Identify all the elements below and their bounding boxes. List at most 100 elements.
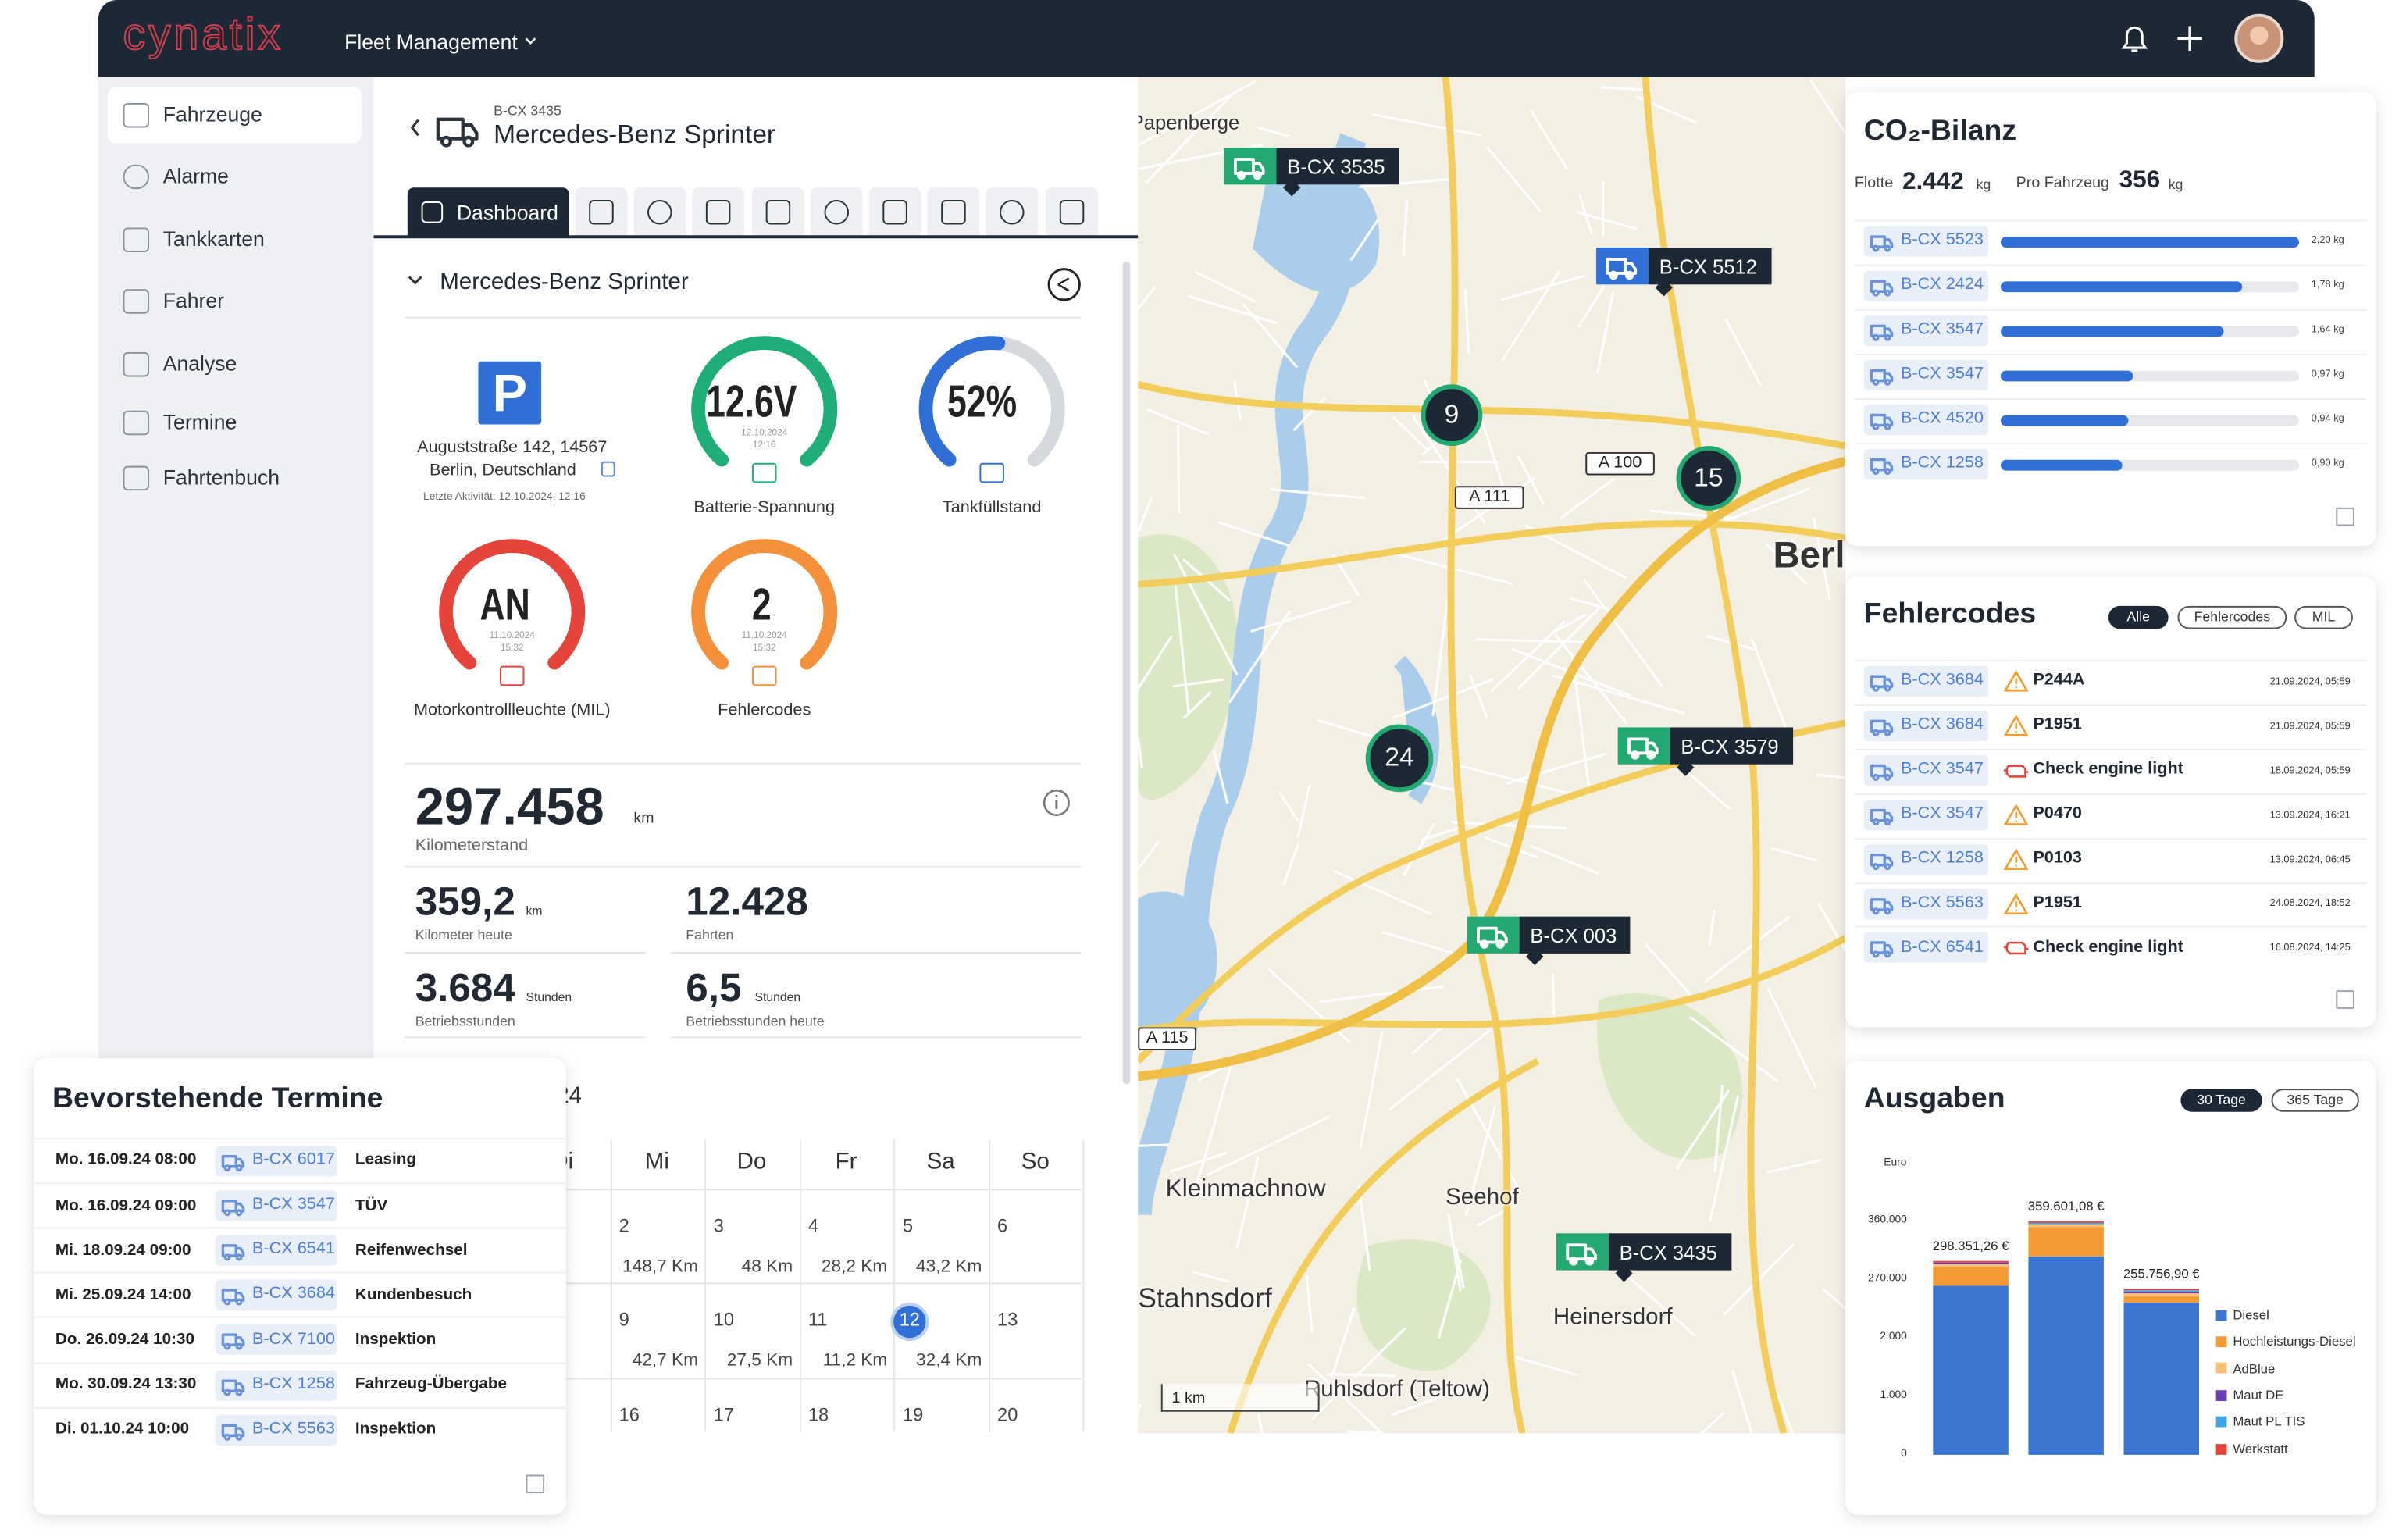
van-shape bbox=[1870, 235, 1894, 252]
appointment-date: Mi. 25.09.24 14:00 bbox=[55, 1285, 191, 1304]
van-wheel bbox=[1884, 862, 1891, 870]
street bbox=[1138, 737, 1144, 769]
van-wheel bbox=[235, 1432, 243, 1440]
gauge-time: 15:32 bbox=[752, 644, 776, 654]
bar-value: 0,97 kg bbox=[2311, 369, 2344, 380]
code-icon bbox=[2003, 670, 2029, 692]
road-shield bbox=[1454, 486, 1524, 509]
calendar-km: 27,5 Km bbox=[726, 1352, 793, 1371]
cluster-marker[interactable] bbox=[1365, 724, 1434, 793]
van-shape bbox=[1870, 369, 1894, 386]
tab-active[interactable] bbox=[407, 187, 569, 237]
vehicle-marker-icon[interactable] bbox=[1467, 916, 1520, 954]
bar-value: 2,20 kg bbox=[2311, 235, 2344, 247]
van-wheel bbox=[1646, 750, 1656, 760]
van-wheel bbox=[235, 1164, 243, 1172]
sidebar-item[interactable]: Fahrtenbuch bbox=[162, 465, 280, 489]
sidebar-item[interactable]: Analyse bbox=[162, 351, 237, 375]
sidebar-item[interactable]: Alarme bbox=[162, 163, 229, 187]
van-icon bbox=[221, 1378, 245, 1396]
nav-icons bbox=[525, 13, 2284, 63]
street bbox=[1170, 1151, 1228, 1173]
van-shape bbox=[1870, 942, 1894, 959]
divider bbox=[404, 951, 647, 954]
street bbox=[1451, 821, 1567, 830]
vehicle-marker-icon[interactable] bbox=[1596, 248, 1649, 285]
tab[interactable] bbox=[575, 187, 628, 237]
street bbox=[1296, 784, 1311, 838]
van-wheel bbox=[1884, 907, 1891, 914]
bar-value: 0,94 kg bbox=[2311, 413, 2344, 425]
info-icon bbox=[1043, 789, 1070, 816]
warning-icon bbox=[2003, 714, 2029, 736]
legend-label: Hochleistungs-Diesel bbox=[2233, 1333, 2356, 1349]
sidebar-item[interactable]: Tankkarten bbox=[162, 226, 265, 251]
tab-icon bbox=[421, 201, 444, 223]
van-shape bbox=[1870, 808, 1894, 825]
cluster-marker[interactable] bbox=[1421, 384, 1483, 447]
bar-segment bbox=[1933, 1263, 2009, 1267]
van-wheel bbox=[223, 1432, 231, 1440]
vehicle-marker-label[interactable] bbox=[1276, 148, 1399, 185]
vehicle-marker-label[interactable] bbox=[1519, 916, 1631, 954]
van-icon bbox=[221, 1423, 245, 1440]
van-shape bbox=[1870, 764, 1894, 781]
error-date: 21.09.2024, 05:59 bbox=[2269, 676, 2351, 688]
cluster-marker[interactable] bbox=[1676, 446, 1741, 511]
vehicle-marker-icon[interactable] bbox=[1556, 1233, 1609, 1271]
row-line bbox=[1854, 882, 2367, 884]
tab-icon bbox=[882, 200, 907, 225]
vehicle-marker-icon[interactable] bbox=[1224, 148, 1277, 185]
calendar-km: 148,7 Km bbox=[622, 1257, 699, 1277]
plate-text: B-CX 1258 bbox=[251, 1374, 335, 1393]
tab[interactable] bbox=[692, 187, 745, 237]
tab[interactable] bbox=[1045, 187, 1098, 237]
gauge-fill bbox=[918, 336, 1006, 467]
y-tick-label: 1.000 bbox=[1880, 1389, 1907, 1401]
van-icon bbox=[436, 117, 479, 148]
co2-unit: kg bbox=[2168, 177, 2183, 193]
van-wheel bbox=[1236, 170, 1246, 180]
street bbox=[1816, 902, 1846, 953]
sidebar-item[interactable]: Fahrer bbox=[162, 288, 225, 312]
tab[interactable] bbox=[868, 187, 921, 237]
filter-pill[interactable] bbox=[2177, 605, 2287, 629]
appointment-type: Leasing bbox=[355, 1150, 417, 1170]
filter-pill[interactable] bbox=[2271, 1089, 2359, 1112]
sidebar-icon bbox=[123, 289, 150, 314]
main-road bbox=[1138, 520, 1846, 588]
divider bbox=[404, 762, 1082, 765]
tab[interactable] bbox=[751, 187, 804, 237]
filter-pill[interactable] bbox=[2294, 605, 2353, 629]
plate-text: B-CX 4520 bbox=[1900, 409, 1984, 428]
divider bbox=[670, 1036, 1082, 1039]
calendar-km: 43,2 Km bbox=[916, 1257, 982, 1277]
filter-pill[interactable] bbox=[2180, 1089, 2262, 1112]
van-icon bbox=[1234, 158, 1265, 180]
menu-button[interactable]: Fleet Management bbox=[344, 30, 518, 54]
error-date: 13.09.2024, 06:45 bbox=[2269, 854, 2351, 865]
sidebar-item[interactable]: Fahrzeuge bbox=[162, 102, 262, 126]
van-wheel bbox=[1884, 422, 1891, 430]
plate-text: B-CX 3684 bbox=[1900, 670, 1984, 690]
error-date: 16.08.2024, 14:25 bbox=[2269, 943, 2351, 954]
place-label: Papenberge bbox=[1138, 110, 1240, 134]
plate-text: B-CX 3547 bbox=[1900, 319, 1984, 339]
vehicle-marker-label[interactable] bbox=[1649, 248, 1771, 285]
plate-text: B-CX 3684 bbox=[251, 1285, 335, 1303]
vehicle-marker-label[interactable] bbox=[1670, 727, 1793, 765]
street bbox=[1194, 1058, 1235, 1189]
sidebar-item[interactable]: Termine bbox=[162, 410, 237, 433]
tab[interactable] bbox=[927, 187, 980, 237]
vehicle-marker-label[interactable] bbox=[1608, 1233, 1731, 1271]
filter-pill[interactable] bbox=[2108, 605, 2169, 629]
street bbox=[1476, 638, 1588, 644]
motorway bbox=[1138, 457, 1846, 1082]
odometer-unit: km bbox=[633, 810, 654, 828]
vehicle-marker-icon[interactable] bbox=[1617, 727, 1670, 765]
street bbox=[1402, 822, 1436, 877]
today-marker bbox=[893, 1304, 926, 1338]
appointment-date: Do. 26.09.24 10:30 bbox=[55, 1330, 195, 1349]
bar-segment bbox=[2028, 1221, 2104, 1224]
van-wheel bbox=[1630, 750, 1640, 760]
